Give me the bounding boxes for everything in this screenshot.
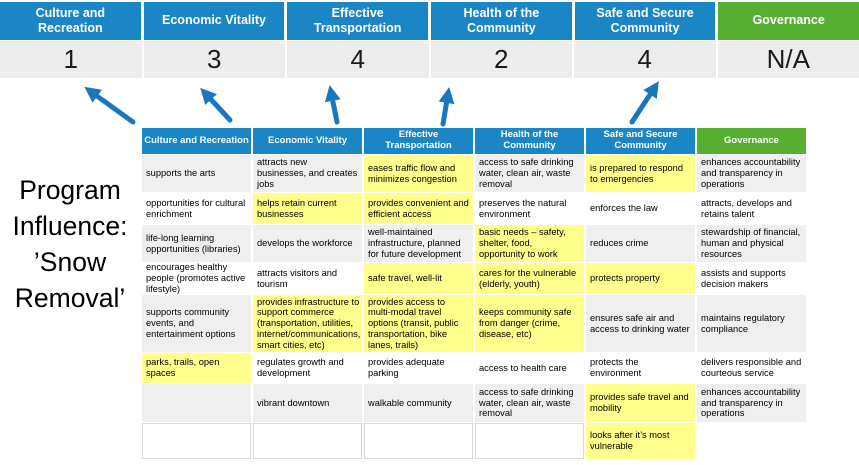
matrix-cell-r8-c1 xyxy=(142,423,251,459)
score-health-of-the-community: 2 xyxy=(430,41,572,78)
matrix-cell-r4-c6: assists and supports decision makers xyxy=(697,263,806,294)
priority-header-governance: Governance xyxy=(718,2,859,40)
matrix-cell-r3-c2: develops the workforce xyxy=(253,225,362,262)
priority-header-health-of-the-community: Health of the Community xyxy=(431,2,572,40)
matrix-cell-r7-c5: provides safe travel and mobility xyxy=(586,384,695,422)
influence-matrix: Culture and Recreation Economic Vitality E… xyxy=(142,128,806,459)
matrix-cell-r1-c5: is prepared to respond to emergencies xyxy=(586,155,695,192)
score-safe-and-secure-community: 4 xyxy=(574,41,716,78)
matrix-cell-r7-c1 xyxy=(142,384,251,422)
matrix-cell-r2-c2: helps retain current businesses xyxy=(253,193,362,224)
matrix-cell-r4-c1: encourages healthy people (promotes acti… xyxy=(142,263,251,294)
matrix-cell-r7-c4: access to safe drinking water, clean air… xyxy=(475,384,584,422)
priority-header-economic-vitality: Economic Vitality xyxy=(143,2,285,40)
matrix-cell-r4-c4: cares for the vulnerable (elderly, youth… xyxy=(475,263,584,294)
matrix-cell-r5-c6: maintains regulatory compliance xyxy=(697,295,806,352)
matrix-cell-r6-c1: parks, trails, open spaces xyxy=(142,353,251,383)
matrix-cell-r3-c6: stewardship of financial, human and phys… xyxy=(697,225,806,262)
matrix-cell-r3-c3: well-maintained infrastructure, planned … xyxy=(364,225,473,262)
priority-header-effective-transportation: Effective Transportation xyxy=(287,2,429,40)
matrix-cell-r1-c1: supports the arts xyxy=(142,155,251,192)
matrix-cell-r8-c4 xyxy=(475,423,584,459)
priority-header-safe-and-secure-community: Safe and Secure Community xyxy=(574,2,716,40)
matrix-cell-r4-c2: attracts visitors and tourism xyxy=(253,263,362,294)
matrix-cell-r3-c4: basic needs – safety, shelter, food, opp… xyxy=(475,225,584,262)
program-title: Program Influence: ’Snow Removal’ xyxy=(0,172,140,316)
matrix-cell-r2-c1: opportunities for cultural enrichment xyxy=(142,193,251,224)
influence-arrow-3 xyxy=(324,85,341,125)
matrix-cell-r8-c2 xyxy=(253,423,362,459)
matrix-cell-r3-c5: reduces crime xyxy=(586,225,695,262)
matrix-cell-r6-c6: delivers responsible and courteous servi… xyxy=(697,353,806,383)
matrix-cell-r8-c6 xyxy=(697,423,806,459)
matrix-cell-r2-c5: enforces the law xyxy=(586,193,695,224)
score-culture-and-recreation: 1 xyxy=(0,41,142,78)
matrix-header-culture-and-recreation: Culture and Recreation xyxy=(142,128,251,154)
score-governance: N/A xyxy=(717,41,859,78)
program-title-line: Influence: xyxy=(12,211,128,241)
priority-header-row: Culture and Recreation Economic Vitality… xyxy=(0,2,859,40)
matrix-cell-r6-c3: provides adequate parking xyxy=(364,353,473,383)
program-title-line: Removal’ xyxy=(14,283,126,313)
matrix-cell-r1-c4: access to safe drinking water, clean air… xyxy=(475,155,584,192)
score-row: 1 3 4 2 4 N/A xyxy=(0,41,859,78)
priority-header-culture-and-recreation: Culture and Recreation xyxy=(0,2,141,40)
score-economic-vitality: 3 xyxy=(143,41,285,78)
matrix-cell-r8-c3 xyxy=(364,423,473,459)
matrix-cell-r2-c4: preserves the natural environment xyxy=(475,193,584,224)
matrix-header-health-of-the-community: Health of the Community xyxy=(475,128,584,154)
matrix-header-economic-vitality: Economic Vitality xyxy=(253,128,362,154)
matrix-cell-r7-c2: vibrant downtown xyxy=(253,384,362,422)
matrix-cell-r5-c3: provides access to multi-modal travel op… xyxy=(364,295,473,352)
score-effective-transportation: 4 xyxy=(287,41,429,78)
matrix-cell-r6-c4: access to health care xyxy=(475,353,584,383)
matrix-cell-r5-c2: provides infrastructure to support comme… xyxy=(253,295,362,352)
program-title-line: ’Snow xyxy=(33,247,107,277)
influence-arrow-1 xyxy=(84,86,136,125)
matrix-cell-r4-c3: safe travel, well-lit xyxy=(364,263,473,294)
matrix-header-safe-and-secure-community: Safe and Secure Community xyxy=(586,128,695,154)
matrix-header-governance: Governance xyxy=(697,128,806,154)
matrix-cell-r7-c3: walkable community xyxy=(364,384,473,422)
matrix-cell-r7-c6: enhances accountability and transparency… xyxy=(697,384,806,422)
matrix-cell-r2-c3: provides convenient and efficient access xyxy=(364,193,473,224)
matrix-cell-r6-c5: protects the environment xyxy=(586,353,695,383)
matrix-header-effective-transportation: Effective Transportation xyxy=(364,128,473,154)
matrix-cell-r6-c2: regulates growth and development xyxy=(253,353,362,383)
program-title-line: Program xyxy=(19,175,121,205)
matrix-cell-r1-c3: eases traffic flow and minimizes congest… xyxy=(364,155,473,192)
matrix-cell-r5-c1: supports community events, and entertain… xyxy=(142,295,251,352)
matrix-cell-r1-c2: attracts new businesses, and creates job… xyxy=(253,155,362,192)
matrix-cell-r8-c5: looks after it’s most vulnerable xyxy=(586,423,695,459)
matrix-cell-r5-c5: ensures safe air and access to drinking … xyxy=(586,295,695,352)
influence-arrow-2 xyxy=(200,87,233,123)
matrix-cell-r3-c1: life-long learning opportunities (librar… xyxy=(142,225,251,262)
influence-arrow-4 xyxy=(438,87,455,127)
matrix-cell-r5-c4: keeps community safe from danger (crime,… xyxy=(475,295,584,352)
matrix-cell-r2-c6: attracts, develops and retains talent xyxy=(697,193,806,224)
matrix-cell-r1-c6: enhances accountability and transparency… xyxy=(697,155,806,192)
influence-arrows xyxy=(84,81,659,127)
matrix-cell-r4-c5: protects property xyxy=(586,263,695,294)
influence-arrow-5 xyxy=(629,81,659,125)
